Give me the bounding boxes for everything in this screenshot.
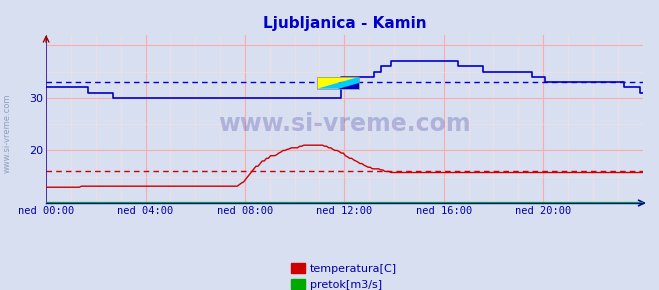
Text: www.si-vreme.com: www.si-vreme.com [218,112,471,136]
Polygon shape [318,77,359,89]
Polygon shape [338,83,359,89]
Bar [318,77,359,89]
Legend: temperatura[C], pretok[m3/s], višina[cm]: temperatura[C], pretok[m3/s], višina[cm] [287,259,402,290]
Text: www.si-vreme.com: www.si-vreme.com [3,94,12,173]
Polygon shape [318,77,359,89]
Title: Ljubljanica - Kamin: Ljubljanica - Kamin [262,16,426,31]
